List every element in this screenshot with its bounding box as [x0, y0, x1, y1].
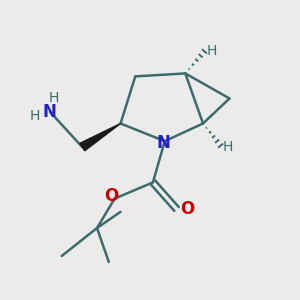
- Polygon shape: [80, 124, 121, 151]
- Text: H: H: [207, 44, 217, 58]
- Text: H: H: [223, 140, 233, 154]
- Text: O: O: [105, 187, 119, 205]
- Text: N: N: [43, 103, 57, 121]
- Text: N: N: [156, 134, 170, 152]
- Text: H: H: [30, 109, 40, 123]
- Text: O: O: [180, 200, 194, 218]
- Text: H: H: [49, 92, 59, 106]
